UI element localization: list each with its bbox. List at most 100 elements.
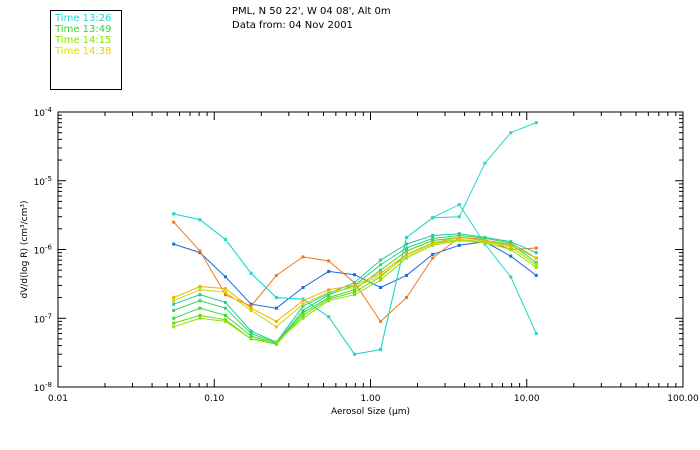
series-7-point	[379, 268, 383, 272]
plot-frame	[57, 111, 684, 388]
series-11-point	[198, 284, 202, 288]
legend-item-3: Time 14:15	[55, 35, 112, 46]
series-7-point	[353, 288, 357, 292]
x-tick-label: 1.00	[360, 394, 380, 404]
series-1-point	[301, 286, 305, 290]
series-6-point	[483, 236, 487, 240]
series-5-point	[172, 302, 176, 306]
series-2-point	[198, 249, 202, 253]
series-5-point	[249, 329, 253, 333]
series-11-point	[172, 296, 176, 300]
series-2-point	[431, 256, 435, 260]
series-10-point	[223, 290, 227, 294]
series-6-point	[431, 236, 435, 240]
series-8-point	[327, 297, 331, 301]
series-9-point	[353, 293, 357, 297]
series-3-point	[457, 215, 461, 219]
series-10-point	[327, 290, 331, 294]
series-4-point	[301, 297, 305, 301]
series-7-point	[405, 249, 409, 253]
series-9-point	[534, 265, 538, 269]
series-4-point	[249, 271, 253, 275]
series-2-point	[379, 319, 383, 323]
series-5-point	[405, 242, 409, 246]
series-2-point	[274, 273, 278, 277]
series-11-point	[223, 287, 227, 291]
series-5-point	[534, 251, 538, 255]
series-8-point	[172, 321, 176, 325]
series-10-point	[301, 302, 305, 306]
legend: Time 13:26 Time 13:49 Time 14:15 Time 14…	[50, 10, 122, 90]
series-11-point	[483, 239, 487, 243]
series-2-point	[534, 246, 538, 250]
series-10-point	[274, 325, 278, 329]
series-7-point	[249, 334, 253, 338]
legend-item-4: Time 14:38	[55, 46, 112, 57]
series-5-point	[223, 300, 227, 304]
x-tick-label: 100.00	[667, 394, 699, 404]
location-header: PML, N 50 22', W 04 08', Alt 0m	[232, 6, 391, 17]
series-6-point	[379, 263, 383, 267]
series-5-point	[353, 281, 357, 285]
series-4-point	[223, 237, 227, 241]
series-4-point	[379, 348, 383, 352]
series-11-point	[509, 243, 513, 247]
series-9-point	[405, 256, 409, 260]
series-11-point	[353, 283, 357, 287]
series-7-point	[172, 316, 176, 320]
series-9-point	[274, 340, 278, 344]
series-1-point	[457, 243, 461, 247]
series-1-point	[353, 273, 357, 277]
series-7-point	[301, 311, 305, 315]
series-11-point	[457, 235, 461, 239]
series-9-point	[301, 316, 305, 320]
y-tick-label: 10-7	[34, 312, 52, 325]
series-2-point	[405, 296, 409, 300]
series-8-point	[353, 290, 357, 294]
series-10-point	[405, 254, 409, 258]
series-2-point	[301, 255, 305, 259]
series-8-point	[301, 313, 305, 317]
series-10-point	[172, 299, 176, 303]
series-5-point	[301, 304, 305, 308]
series-4-point	[534, 332, 538, 336]
series-1-point	[198, 251, 202, 255]
series-2-point	[172, 220, 176, 224]
series-6-point	[301, 308, 305, 312]
series-1-point	[405, 273, 409, 277]
series-7-point	[534, 260, 538, 264]
series-1-point	[172, 242, 176, 246]
series-8-point	[274, 342, 278, 346]
series-11-point	[431, 241, 435, 245]
series-6-point	[457, 233, 461, 237]
y-tick-label: 10-5	[34, 175, 52, 188]
series-11-point	[274, 319, 278, 323]
series-10-point	[534, 263, 538, 267]
series-4-point	[457, 203, 461, 207]
series-11-point	[301, 299, 305, 303]
series-6-point	[405, 246, 409, 250]
series-2-point	[223, 293, 227, 297]
series-1-point	[249, 302, 253, 306]
x-axis-title: Aerosol Size (μm)	[331, 407, 410, 417]
series-1-point	[534, 273, 538, 277]
y-tick-label: 10-6	[34, 244, 53, 257]
series-7-point	[327, 296, 331, 300]
series-3-point	[483, 161, 487, 165]
series-6-point	[223, 306, 227, 310]
series-11-point	[379, 271, 383, 275]
series-4-point	[172, 212, 176, 216]
series-11-point	[534, 256, 538, 260]
legend-item-1: Time 13:26	[55, 13, 112, 24]
series-6-point	[198, 299, 202, 303]
series-3-point	[509, 131, 513, 135]
series-4-point	[353, 352, 357, 356]
series-1-point	[274, 306, 278, 310]
series-8-point	[198, 313, 202, 317]
series-4-point	[274, 296, 278, 300]
series-9-point	[198, 316, 202, 320]
series-10-point	[353, 286, 357, 290]
series-7-point	[198, 306, 202, 310]
series-5-point	[431, 233, 435, 237]
series-1-point	[509, 254, 513, 258]
